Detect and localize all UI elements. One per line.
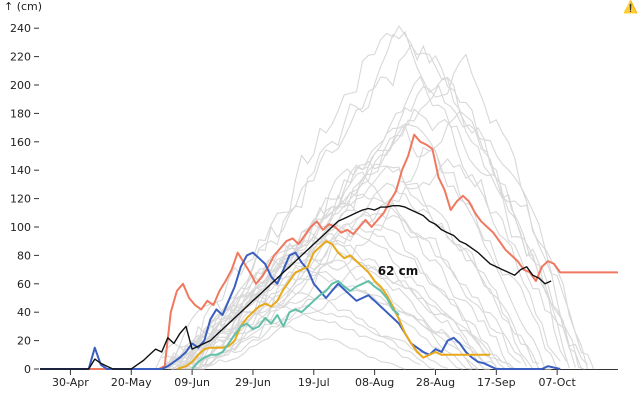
y-tick-label: 240 [10,22,31,35]
historical-season-line [176,75,567,370]
y-tick-label: 220 [10,51,31,64]
y-tick-label: 200 [10,79,31,92]
x-tick-label: 29-Jun [235,376,271,389]
x-axis: 30-Apr 20-May 09-Jun 29-Jun 19-Jul 08-Aug 28-A… [40,369,618,389]
historical-season-line [185,232,497,368]
x-tick-label: 08-Aug [355,376,394,389]
series-line [40,204,552,370]
historical-season-line [161,182,539,370]
historical-season-line [198,264,515,370]
y-tick-label: 180 [10,107,31,120]
series-line [40,251,561,370]
historical-season-line [167,123,552,370]
historical-seasons [155,24,595,370]
highlighted-series [40,133,618,370]
series-line [40,133,618,370]
x-tick-label: 30-Apr [52,376,89,389]
y-axis: 0 20 40 60 80 100 120 140 160 180 200 220 240 [10,22,39,376]
y-tick-label: 120 [10,193,31,206]
y-tick-label: 60 [17,278,31,291]
historical-season-line [167,282,436,370]
x-tick-label: 09-Jun [174,376,210,389]
historical-season-line [176,263,464,370]
historical-season-line [155,43,583,370]
x-tick-label: 19-Jul [298,376,330,389]
x-tick-label: 20-May [111,376,152,389]
y-tick-label: 20 [17,335,31,348]
historical-season-line [185,171,522,369]
x-tick-label: 28-Aug [416,376,455,389]
y-tick-label: 40 [17,306,31,319]
historical-season-line [161,24,595,370]
historical-season-line [191,158,570,370]
warning-icon[interactable]: ⚠️ [623,0,638,14]
x-tick-label: 17-Sep [477,376,516,389]
y-tick-label: 140 [10,164,31,177]
historical-season-line [167,230,479,370]
series-line [191,280,400,370]
historical-season-line [161,251,473,370]
historical-season-line [186,110,589,370]
y-tick-label: 80 [17,249,31,262]
y-tick-label: 160 [10,136,31,149]
historical-season-line [192,304,448,370]
current-value-annotation: 62 cm [378,264,419,278]
y-unit-label: ↑ (cm) [4,0,42,13]
x-tick-label: 07-Oct [539,376,577,389]
historical-season-line [161,223,491,370]
y-tick-label: 100 [10,221,31,234]
y-tick-label: 0 [24,363,31,376]
series-line [176,240,491,370]
